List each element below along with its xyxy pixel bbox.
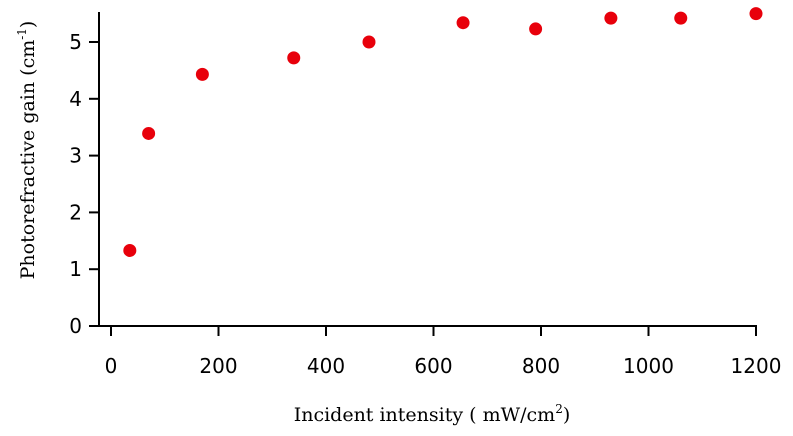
y-tick-label: 4 (69, 87, 82, 111)
x-tick-label: 600 (414, 354, 452, 378)
x-tick-label: 400 (307, 354, 345, 378)
data-point (749, 7, 763, 21)
x-ticks: 0 200 400 600 800 1000 1200 (105, 326, 782, 378)
y-axis-title-sup: -1 (15, 28, 29, 40)
data-point (123, 243, 137, 257)
x-axis-title-sup: 2 (555, 402, 563, 416)
y-axis-title: Photorefractive gain (cm-1) (15, 21, 39, 280)
y-axis-title-main: Photorefractive gain (cm (17, 40, 39, 280)
data-point (195, 67, 209, 81)
y-tick-label: 3 (69, 144, 82, 168)
axes (98, 12, 757, 327)
data-point (456, 16, 470, 30)
x-tick-label: 0 (105, 354, 118, 378)
data-point (604, 11, 618, 25)
x-axis-title: Incident intensity ( mW/cm2) (294, 402, 571, 426)
data-points (123, 7, 763, 257)
data-point (142, 126, 156, 140)
x-tick-label: 800 (522, 354, 560, 378)
data-point (529, 22, 543, 36)
data-point (287, 51, 301, 65)
x-axis-title-suffix: ) (563, 404, 570, 426)
y-axis-title-suffix: ) (17, 21, 39, 28)
y-tick-label: 2 (69, 200, 82, 224)
x-tick-label: 1200 (731, 354, 782, 378)
y-tick-label: 1 (69, 257, 82, 281)
y-tick-label: 0 (69, 314, 82, 338)
data-point (362, 35, 376, 49)
data-point (674, 11, 688, 25)
y-tick-label: 5 (69, 30, 82, 54)
y-ticks: 0 1 2 3 4 5 (69, 30, 99, 338)
x-tick-label: 200 (199, 354, 237, 378)
x-axis-title-main: Incident intensity ( mW/cm (294, 404, 556, 426)
x-tick-label: 1000 (623, 354, 674, 378)
